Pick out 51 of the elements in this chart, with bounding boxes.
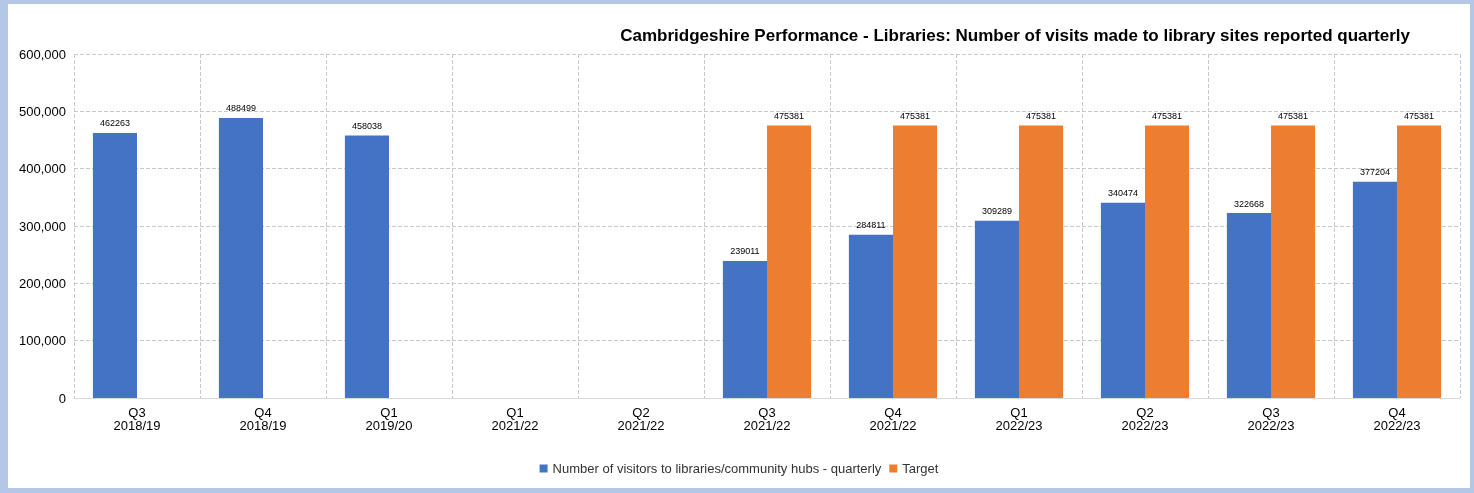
x-tick-label: Q4 2021/22 — [869, 405, 917, 433]
y-tick-label: 400,000 — [19, 161, 66, 177]
data-label: 377204 — [1359, 167, 1390, 178]
x-tick-label: Q2 2022/23 — [1121, 405, 1169, 433]
data-label: 239011 — [730, 246, 760, 257]
x-tick-label: Q1 2021/22 — [491, 405, 539, 433]
x-tick-label: Q1 2019/20 — [365, 405, 413, 433]
bar — [218, 117, 263, 398]
bar — [1100, 202, 1145, 398]
bar — [893, 125, 938, 398]
x-tick-label: Q4 2022/23 — [1373, 405, 1421, 433]
chart-title: Cambridgeshire Performance - Libraries: Number of visits made to library sites reported quarterly — [620, 26, 1411, 45]
bar — [767, 125, 812, 398]
data-label: 475381 — [1278, 110, 1309, 121]
data-label: 458038 — [351, 120, 382, 131]
x-tick-label: Q2 2021/22 — [617, 405, 665, 433]
data-label: 340474 — [1107, 188, 1138, 199]
data-label: 475381 — [1152, 110, 1183, 121]
data-label: 284811 — [856, 220, 886, 231]
y-tick-label: 600,000 — [19, 46, 66, 62]
data-label: 475381 — [900, 110, 931, 121]
bar — [344, 135, 389, 398]
bar — [1352, 181, 1397, 398]
data-label: 475381 — [774, 110, 805, 121]
x-tick-label: Q1 2022/23 — [995, 405, 1043, 433]
data-label: 462263 — [99, 118, 130, 129]
y-tick-label: 300,000 — [19, 218, 66, 234]
y-tick-label: 100,000 — [19, 333, 66, 349]
x-tick-label: Q4 2018/19 — [239, 405, 287, 433]
y-tick-label: 500,000 — [19, 103, 66, 119]
y-tick-label: 0 — [58, 390, 66, 406]
legend-label: Target — [902, 461, 939, 476]
x-tick-label: Q3 2018/19 — [113, 405, 161, 433]
bar — [1226, 213, 1271, 398]
bar — [1019, 125, 1064, 398]
legend-label: Number of visitors to libraries/community hubs - quarterly — [552, 461, 882, 476]
bar — [974, 220, 1019, 398]
data-label: 488499 — [225, 103, 256, 114]
data-label: 475381 — [1404, 110, 1435, 121]
bar — [92, 132, 137, 398]
bar — [1145, 125, 1190, 398]
bar — [722, 260, 767, 398]
bar — [848, 234, 893, 398]
data-label: 309289 — [981, 206, 1012, 217]
bar — [1397, 125, 1442, 398]
data-label: 475381 — [1026, 110, 1057, 121]
y-tick-label: 200,000 — [19, 275, 66, 291]
x-tick-label: Q3 2021/22 — [743, 405, 791, 433]
x-tick-label: Q3 2022/23 — [1247, 405, 1295, 433]
bar — [1271, 125, 1316, 398]
data-label: 322668 — [1233, 198, 1264, 209]
